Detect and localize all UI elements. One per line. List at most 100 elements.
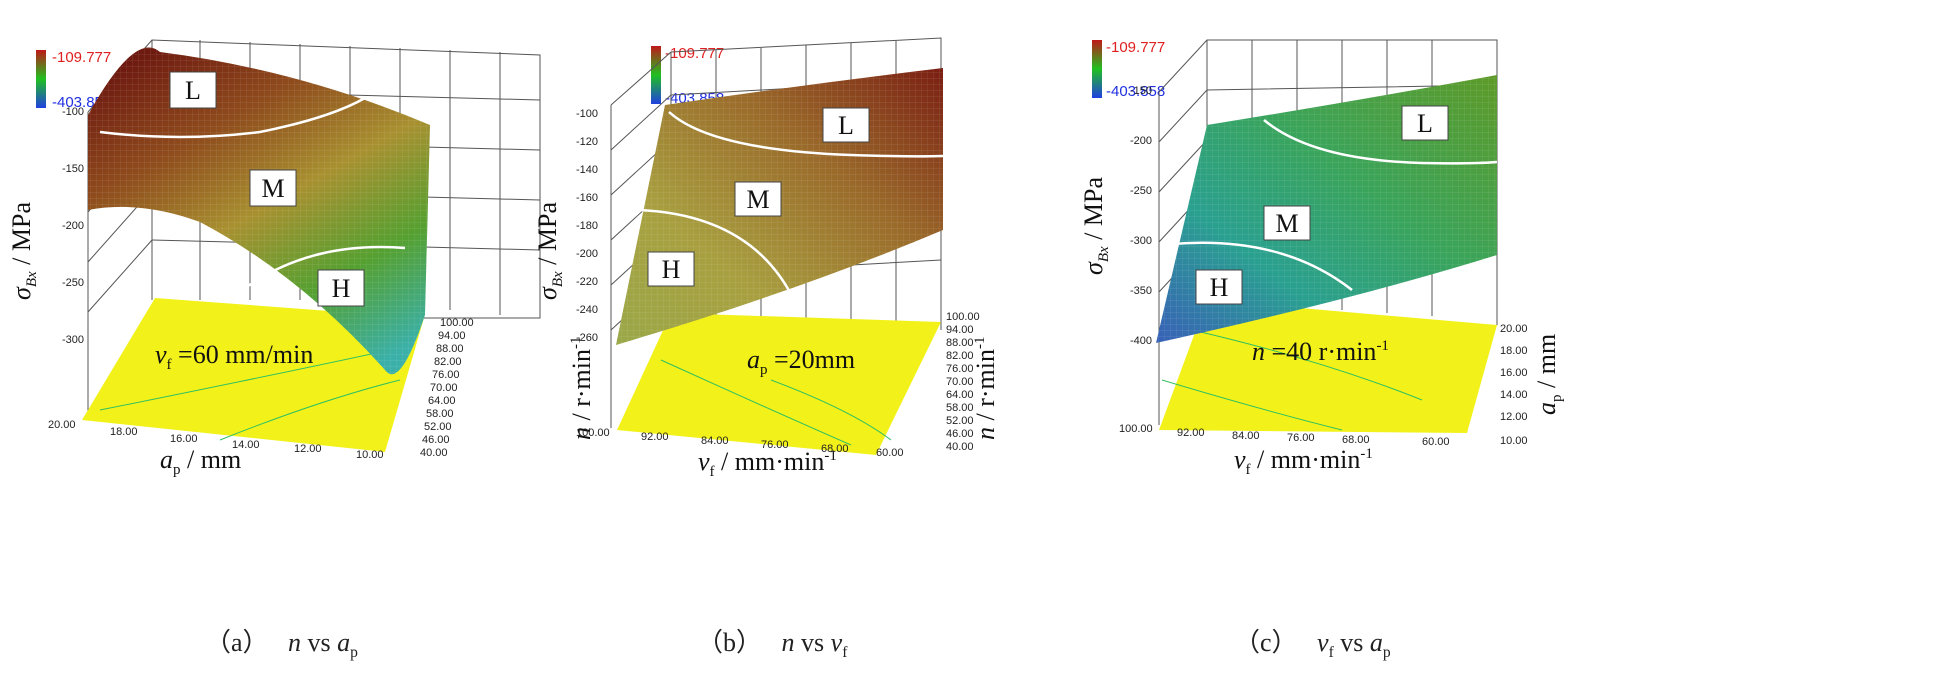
svg-text:18.00: 18.00 (1500, 345, 1528, 357)
svg-text:94.00: 94.00 (946, 324, 974, 336)
colorbar (1092, 40, 1102, 98)
svg-text:76.00: 76.00 (761, 439, 789, 451)
region-label-l: L (185, 76, 201, 105)
svg-text:10.00: 10.00 (1500, 435, 1528, 447)
svg-text:-100: -100 (576, 108, 598, 120)
contour-line (229, 245, 406, 301)
svg-text:10.00: 10.00 (356, 449, 384, 461)
svg-text:-180: -180 (576, 220, 598, 232)
svg-text:82.00: 82.00 (434, 356, 462, 368)
chart-a-svg: -109.777 -403.858 L M H vf =60 mm/min -1… (7, 39, 596, 478)
svg-text:84.00: 84.00 (701, 435, 729, 447)
svg-text:88.00: 88.00 (946, 337, 974, 349)
y-axis-label: n / r·min-1 (567, 337, 596, 441)
svg-text:-220: -220 (576, 276, 598, 288)
contour-line (1263, 119, 1498, 165)
colorbar-max-label: -109.777 (52, 49, 111, 66)
condition-label: ap =20mm (747, 345, 855, 378)
svg-text:-160: -160 (576, 192, 598, 204)
svg-text:100.00: 100.00 (1119, 423, 1153, 435)
svg-text:70.00: 70.00 (430, 382, 458, 394)
svg-text:76.00: 76.00 (432, 369, 460, 381)
svg-text:-400: -400 (1130, 335, 1152, 347)
svg-text:100.00: 100.00 (946, 311, 980, 323)
svg-text:64.00: 64.00 (946, 389, 974, 401)
svg-text:14.00: 14.00 (232, 439, 260, 451)
colorbar-max-label: -109.777 (665, 45, 724, 62)
region-label-m: M (746, 185, 769, 214)
svg-text:88.00: 88.00 (436, 343, 464, 355)
region-label-m: M (261, 174, 284, 203)
svg-text:18.00: 18.00 (110, 426, 138, 438)
svg-text:12.00: 12.00 (294, 443, 322, 455)
condition-label: n =40 r·min-1 (1252, 337, 1389, 366)
svg-text:76.00: 76.00 (1287, 432, 1315, 444)
contour-line (638, 208, 795, 299)
x-ticks: 100.00 92.00 84.00 76.00 68.00 60.00 (576, 427, 904, 459)
svg-text:16.00: 16.00 (1500, 367, 1528, 379)
chart-c-svg: -109.777 -403.858 L M H n =40 r·min-1 -1… (1079, 39, 1565, 478)
svg-text:52.00: 52.00 (424, 421, 452, 433)
chart-panel-c: -109.777 -403.858 L M H n =40 r·min-1 -1… (1079, 0, 1953, 683)
svg-text:100.00: 100.00 (440, 317, 474, 329)
z-ticks: -100 -150 -200 -250 -300 (62, 106, 84, 346)
y-ticks: 40.00 46.00 52.00 58.00 64.00 70.00 76.0… (946, 311, 980, 453)
svg-text:70.00: 70.00 (946, 376, 974, 388)
svg-text:40.00: 40.00 (420, 447, 448, 459)
z-ticks: -100 -120 -140 -160 -180 -200 -220 -240 … (576, 108, 598, 344)
svg-text:-120: -120 (576, 136, 598, 148)
x-ticks: 100.00 92.00 84.00 76.00 68.00 60.00 (1119, 423, 1450, 448)
svg-text:-350: -350 (1130, 285, 1152, 297)
region-label-h: H (1210, 273, 1229, 302)
svg-text:76.00: 76.00 (946, 363, 974, 375)
svg-text:92.00: 92.00 (1177, 427, 1205, 439)
x-axis-label: ap / mm (160, 445, 241, 478)
z-axis-label: σBx / MPa (533, 202, 566, 300)
svg-text:92.00: 92.00 (641, 431, 669, 443)
region-label-h: H (662, 255, 681, 284)
svg-text:-250: -250 (1130, 185, 1152, 197)
svg-text:46.00: 46.00 (422, 434, 450, 446)
region-label-h: H (332, 274, 351, 303)
svg-text:-150: -150 (62, 163, 84, 175)
colorbar-min-label: -403.858 (1106, 83, 1165, 100)
svg-text:20.00: 20.00 (1500, 323, 1528, 335)
svg-text:-260: -260 (576, 332, 598, 344)
y-ticks: 40.00 46.00 52.00 58.00 64.00 70.00 76.0… (420, 317, 474, 459)
svg-text:-140: -140 (576, 164, 598, 176)
caption-c: （c） vf vs ap (1234, 628, 1391, 662)
svg-text:16.00: 16.00 (170, 433, 198, 445)
condition-label: vf =60 mm/min (155, 340, 313, 373)
svg-text:12.00: 12.00 (1500, 411, 1528, 423)
caption-a: （a） n vs ap (205, 628, 358, 662)
svg-text:94.00: 94.00 (438, 330, 466, 342)
svg-text:46.00: 46.00 (946, 428, 974, 440)
contour-line (1171, 241, 1353, 291)
y-axis-label: ap / mm (1532, 334, 1565, 415)
svg-text:68.00: 68.00 (1342, 434, 1370, 446)
chart-panel-a: -109.777 -403.858 L M H vf =60 mm/min -1… (0, 0, 651, 683)
x-axis-label: vf / mm·min-1 (698, 447, 837, 480)
y-ticks: 10.00 12.00 14.00 16.00 18.00 20.00 (1500, 323, 1528, 447)
region-label-l: L (1417, 109, 1433, 138)
svg-text:100.00: 100.00 (576, 427, 610, 439)
svg-text:82.00: 82.00 (946, 350, 974, 362)
contour-line (668, 111, 944, 158)
x-axis-label: vf / mm·min-1 (1234, 445, 1373, 478)
svg-text:-200: -200 (576, 248, 598, 260)
svg-text:58.00: 58.00 (426, 408, 454, 420)
svg-text:-200: -200 (62, 220, 84, 232)
colorbar-max-label: -109.777 (1106, 39, 1165, 56)
svg-text:84.00: 84.00 (1232, 430, 1260, 442)
svg-text:14.00: 14.00 (1500, 389, 1528, 401)
z-ticks: -150 -200 -250 -300 -350 -400 (1130, 85, 1152, 347)
svg-text:-200: -200 (1130, 135, 1152, 147)
z-axis-label: σBx / MPa (7, 202, 40, 300)
svg-text:60.00: 60.00 (876, 447, 904, 459)
svg-text:58.00: 58.00 (946, 402, 974, 414)
region-label-l: L (838, 111, 854, 140)
svg-text:-150: -150 (1130, 85, 1152, 97)
region-label-m: M (1275, 209, 1298, 238)
svg-text:-300: -300 (1130, 235, 1152, 247)
svg-text:-300: -300 (62, 334, 84, 346)
